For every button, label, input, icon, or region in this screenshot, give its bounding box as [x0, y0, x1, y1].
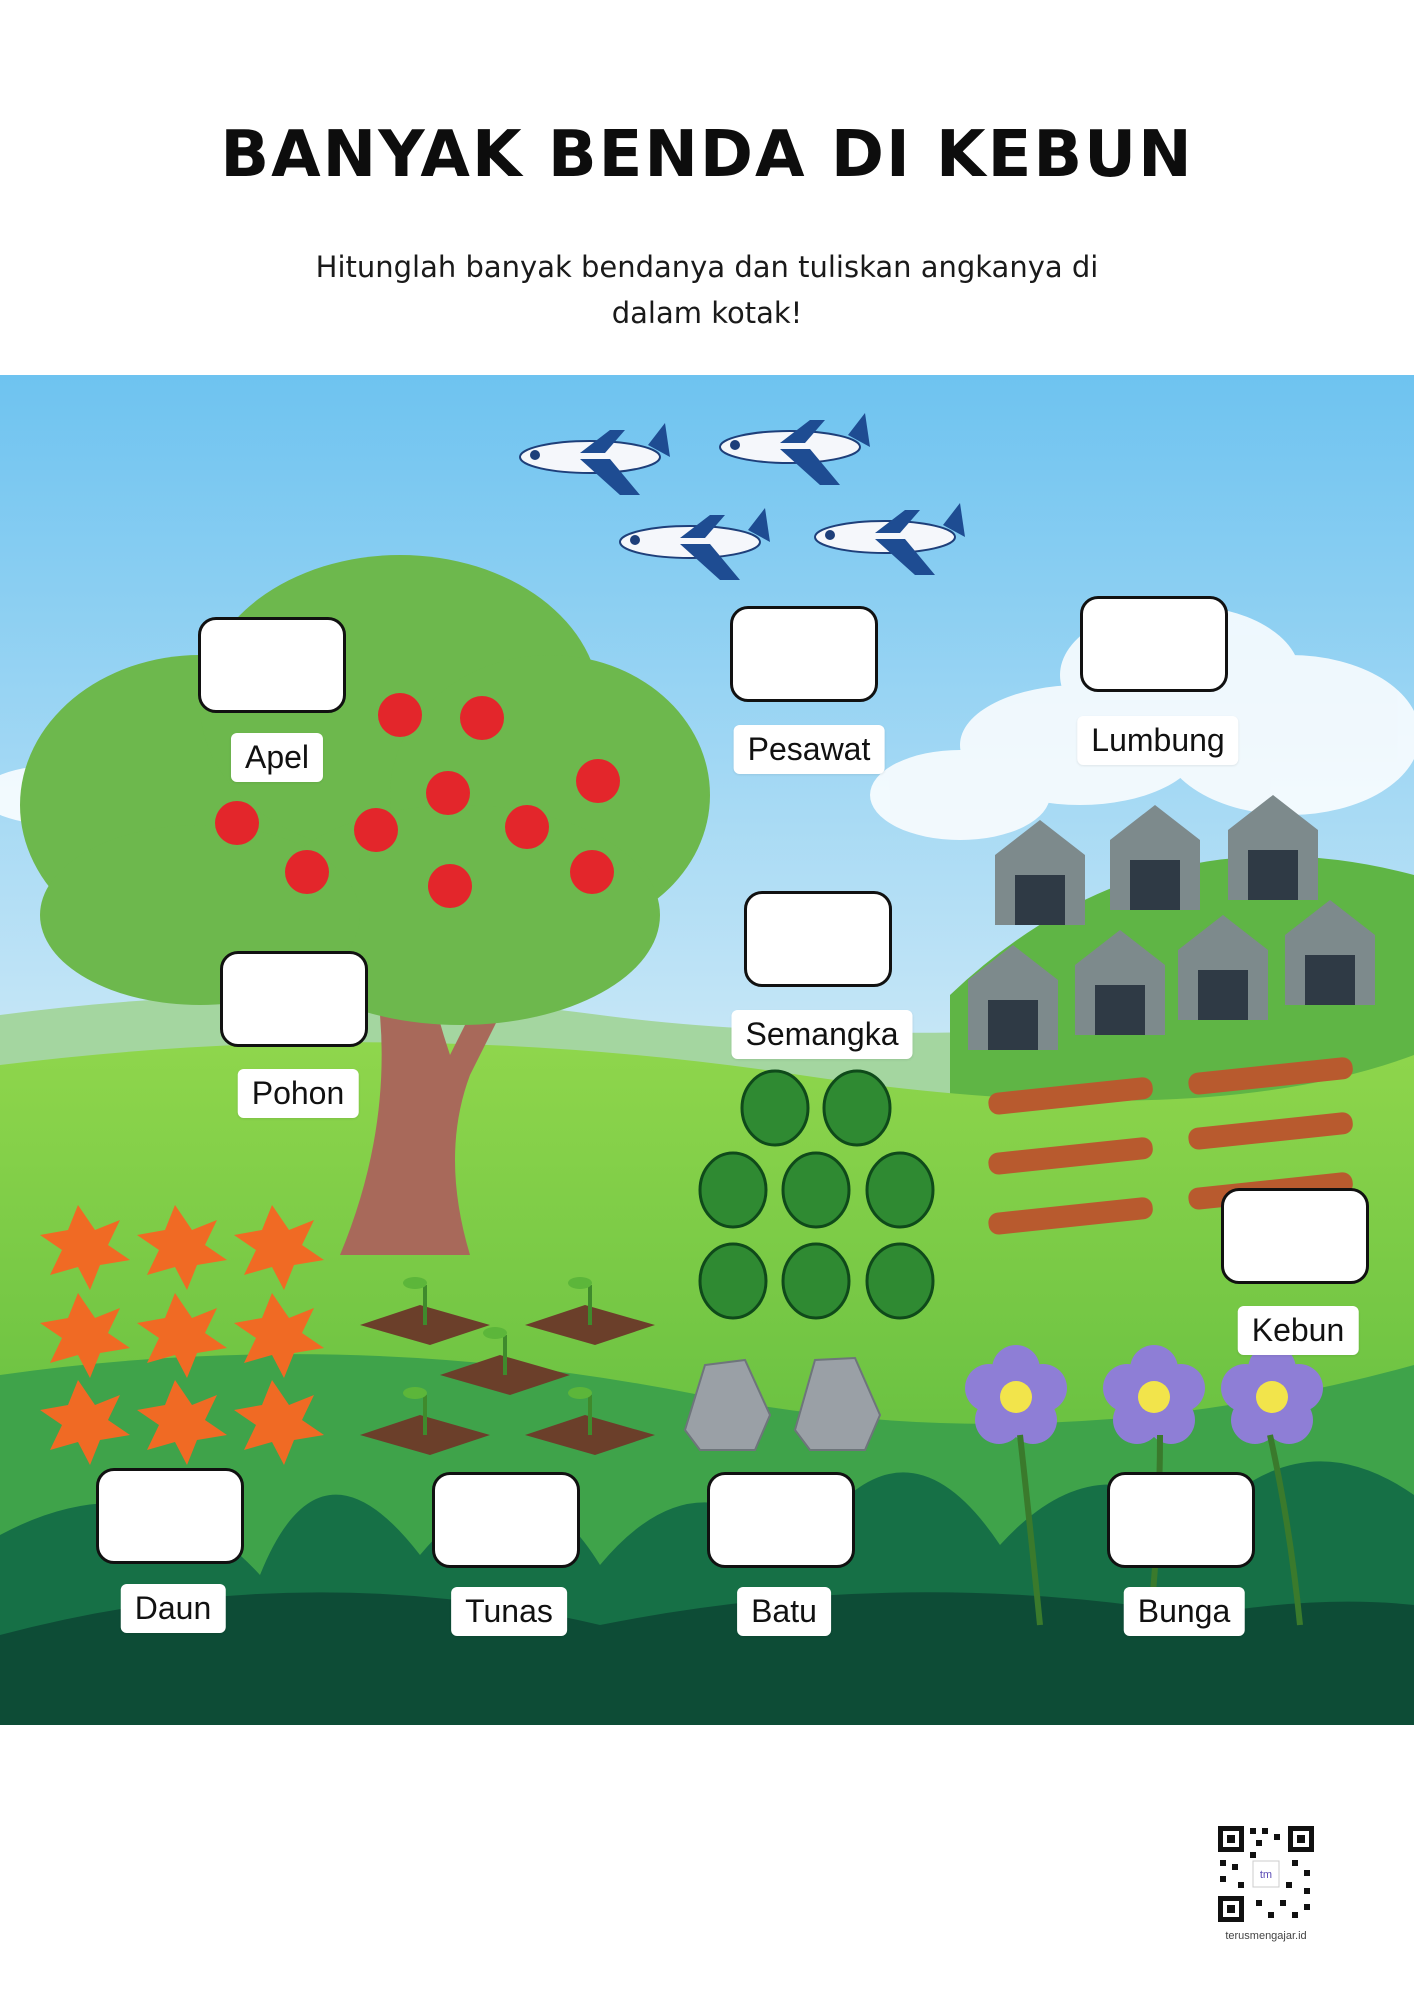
label-pesawat: Pesawat	[733, 725, 885, 774]
maple-leaves	[40, 1205, 324, 1465]
label-tunas: Tunas	[451, 1587, 567, 1636]
page-title: BANYAK BENDA DI KEBUN	[220, 118, 1194, 192]
qr-caption: terusmengajar.id	[1225, 1930, 1307, 1942]
answer-box-kebun[interactable]	[1221, 1188, 1369, 1284]
label-batu: Batu	[737, 1587, 831, 1636]
flowers	[965, 1345, 1323, 1626]
label-semangka: Semangka	[731, 1010, 913, 1059]
answer-box-semangka[interactable]	[744, 891, 892, 987]
answer-box-lumbung[interactable]	[1080, 596, 1228, 692]
label-kebun: Kebun	[1237, 1306, 1359, 1355]
rocks	[683, 1356, 882, 1451]
apples	[215, 693, 620, 908]
watermelons	[698, 1069, 935, 1320]
answer-box-bunga[interactable]	[1107, 1472, 1255, 1568]
barns	[968, 795, 1375, 1050]
answer-box-pesawat[interactable]	[730, 606, 878, 702]
instruction-text: Hitunglah banyak bendanya dan tuliskan a…	[315, 250, 1099, 330]
answer-box-batu[interactable]	[707, 1472, 855, 1568]
label-pohon: Pohon	[237, 1069, 359, 1118]
qr-code: tm	[1216, 1824, 1316, 1924]
planes	[519, 413, 965, 580]
label-apel: Apel	[230, 733, 324, 782]
qr-logo-text: tm	[1260, 1869, 1272, 1881]
answer-box-daun[interactable]	[96, 1468, 244, 1564]
answer-box-tunas[interactable]	[432, 1472, 580, 1568]
label-bunga: Bunga	[1123, 1587, 1245, 1636]
answer-box-apel[interactable]	[198, 617, 346, 713]
sprouts	[360, 1277, 655, 1455]
label-lumbung: Lumbung	[1077, 716, 1239, 765]
label-daun: Daun	[120, 1584, 226, 1633]
answer-box-pohon[interactable]	[220, 951, 368, 1047]
